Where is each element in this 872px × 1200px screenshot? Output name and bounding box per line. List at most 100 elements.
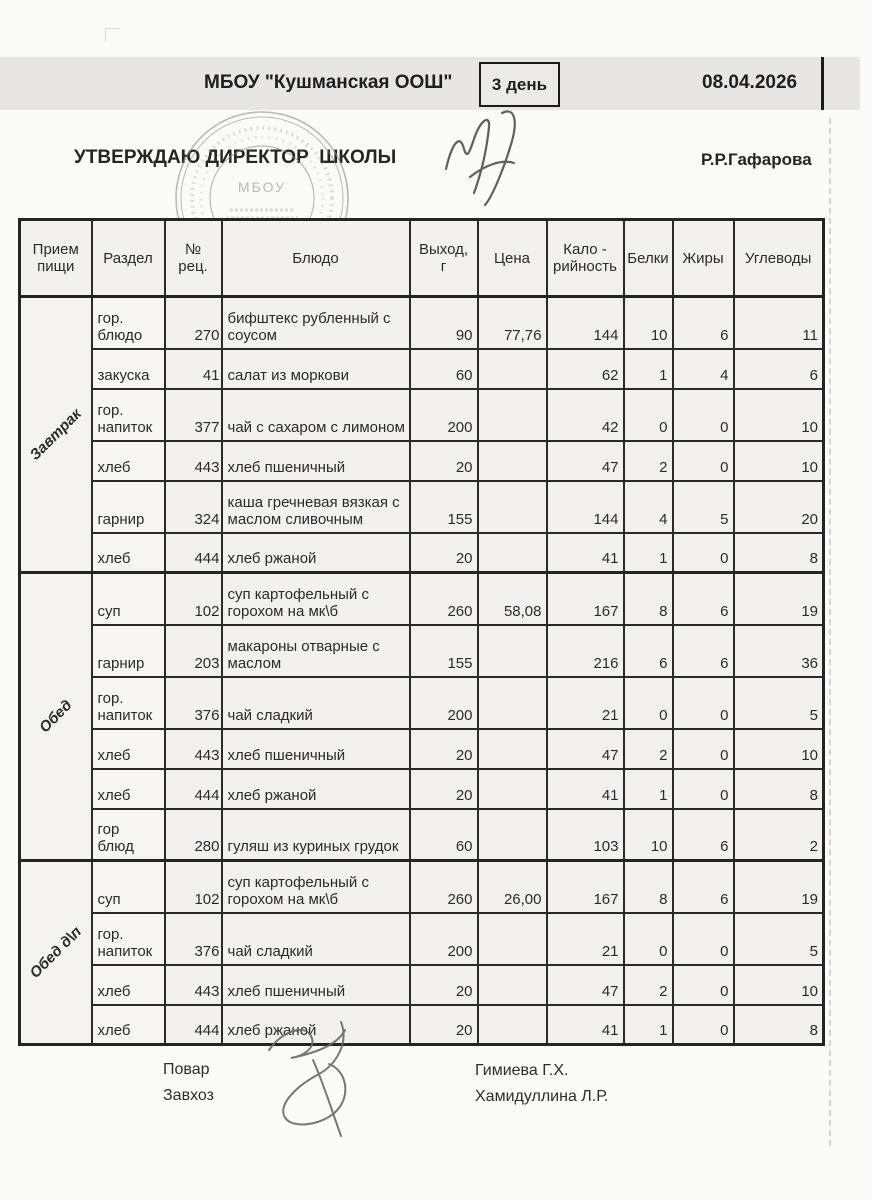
cell-dish: бифштекс рубленный с соусом <box>220 295 411 350</box>
scan-artifact-mark <box>105 28 120 41</box>
cell-razdel: хлеб <box>90 727 166 770</box>
cell-price: 77,76 <box>476 295 548 350</box>
cell-price <box>476 675 548 730</box>
cell-price <box>476 963 548 1006</box>
cell-kcal: 216 <box>545 623 625 678</box>
cell-kcal: 144 <box>545 295 625 350</box>
stamp-center-text: МБОУ <box>238 179 286 195</box>
column-header: Прием пищи <box>18 218 93 298</box>
cell-price: 58,08 <box>476 571 548 626</box>
cell-fat: 6 <box>671 295 735 350</box>
cell-carbs: 2 <box>732 807 825 862</box>
table-row: гор. напиток 376 чай сладкий 200 21 0 0 5 <box>20 675 825 730</box>
cell-protein: 0 <box>622 911 674 966</box>
cell-dish: каша гречневая вязкая с маслом сливочным <box>220 479 411 534</box>
cell-carbs: 19 <box>732 571 825 626</box>
cell-dish: хлеб ржаной <box>220 531 411 574</box>
table-row: хлеб 444 хлеб ржаной 20 41 1 0 8 <box>20 531 825 574</box>
staff-signature-icon <box>268 1021 347 1137</box>
table-row: хлеб 444 хлеб ржаной 20 41 1 0 8 <box>20 1003 825 1046</box>
cell-output: 260 <box>408 859 479 914</box>
cell-fat: 0 <box>671 439 735 482</box>
document-date: 08.04.2026 <box>702 72 798 93</box>
cell-output: 155 <box>408 623 479 678</box>
cell-rec-number: 280 <box>163 807 223 862</box>
cell-kcal: 47 <box>545 439 625 482</box>
director-name: Р.Р.Гафарова <box>701 150 812 169</box>
cell-kcal: 103 <box>545 807 625 862</box>
table-row: гор. напиток 376 чай сладкий 200 21 0 0 5 <box>20 911 825 966</box>
steward-name: Хамидуллина Л.Р. <box>475 1088 609 1105</box>
cell-kcal: 144 <box>545 479 625 534</box>
table-row: Обед суп 10 2 суп картофельный с горохом на м… <box>18 571 825 862</box>
cell-carbs: 8 <box>732 1003 825 1046</box>
cell-fat: 5 <box>671 479 735 534</box>
cell-carbs: 10 <box>732 963 825 1006</box>
cell-razdel: суп <box>90 571 166 626</box>
cell-output: 20 <box>408 1003 479 1046</box>
cell-kcal: 41 <box>545 1003 625 1046</box>
cell-fat: 0 <box>671 911 735 966</box>
cell-dish: макароны отварные с маслом <box>220 623 411 678</box>
meal-cell: Обед <box>18 571 93 862</box>
cell-dish: суп картофельный с горохом на мк\б <box>220 571 411 626</box>
cell-rec-number: 376 <box>163 675 223 730</box>
cell-rec-number: 102 <box>163 859 223 914</box>
cell-protein: 8 <box>622 571 674 626</box>
table-row: Обед д\п суп 102 суп картофельный с горохом … <box>18 859 825 1046</box>
table-row: гор. напиток 377 чай с сахаром с лимоном 200… <box>20 387 825 442</box>
cell-price <box>476 767 548 810</box>
cell-carbs: 10 <box>732 727 825 770</box>
column-header: Жиры <box>671 218 735 298</box>
header-row: Прием пищи Раздел № рец. Блюдо Выход, г Цена Кало… <box>18 218 825 298</box>
cell-output: 20 <box>408 727 479 770</box>
cell-protein: 0 <box>622 387 674 442</box>
cell-price <box>476 911 548 966</box>
cell-razdel: гор блюд <box>90 807 166 862</box>
cell-fat: 0 <box>671 1003 735 1046</box>
cell-protein: 2 <box>622 727 674 770</box>
cell-output: 20 <box>408 439 479 482</box>
column-header: Кало - рийность <box>545 218 625 298</box>
cell-carbs: 10 <box>732 387 825 442</box>
cell-razdel: гор. напиток <box>90 911 166 966</box>
cell-rec-number: 444 <box>163 531 223 574</box>
menu-table-head: Прием пищи Раздел № рец. Блюдо Выход, г Цена Кало… <box>18 218 825 298</box>
column-header: № рец. <box>163 218 223 298</box>
table-row: хлеб 444 хлеб ржаной 20 41 1 0 8 <box>20 767 825 810</box>
cell-output: 60 <box>408 807 479 862</box>
cell-rec-number: 41 <box>163 347 223 390</box>
cell-dish: чай сладкий <box>220 675 411 730</box>
cell-razdel: суп <box>90 859 166 914</box>
column-header: Белки <box>622 218 674 298</box>
cell-carbs: 19 <box>732 859 825 914</box>
cell-razdel: хлеб <box>90 963 166 1006</box>
cell-dish: салат из моркови <box>220 347 411 390</box>
cell-price <box>476 387 548 442</box>
cell-rec-number: 203 <box>163 623 223 678</box>
cell-protein: 1 <box>622 347 674 390</box>
cell-dish: чай с сахаром с лимоном <box>220 387 411 442</box>
column-header: Блюдо <box>220 218 411 298</box>
cell-price <box>476 347 548 390</box>
cell-dish: хлеб ржаной <box>220 767 411 810</box>
cell-razdel: гор. напиток <box>90 387 166 442</box>
cell-razdel: хлеб <box>90 531 166 574</box>
cell-rec-number: 443 <box>163 963 223 1006</box>
cell-kcal: 167 <box>545 571 625 626</box>
cell-fat: 0 <box>671 531 735 574</box>
cell-razdel: хлеб <box>90 767 166 810</box>
cell-carbs: 5 <box>732 675 825 730</box>
table-row: гарнир 203 макароны отварные с маслом 155 216… <box>20 623 825 678</box>
cell-output: 200 <box>408 911 479 966</box>
cell-price <box>476 807 548 862</box>
meal-section-label: Обед д\п <box>26 923 85 982</box>
cell-carbs: 8 <box>732 531 825 574</box>
cell-rec-number: 444 <box>163 1003 223 1046</box>
cell-fat: 0 <box>671 767 735 810</box>
column-header: Раздел <box>90 218 166 298</box>
cell-rec-number: 324 <box>163 479 223 534</box>
director-signature-icon <box>444 110 516 207</box>
cell-carbs: 5 <box>732 911 825 966</box>
